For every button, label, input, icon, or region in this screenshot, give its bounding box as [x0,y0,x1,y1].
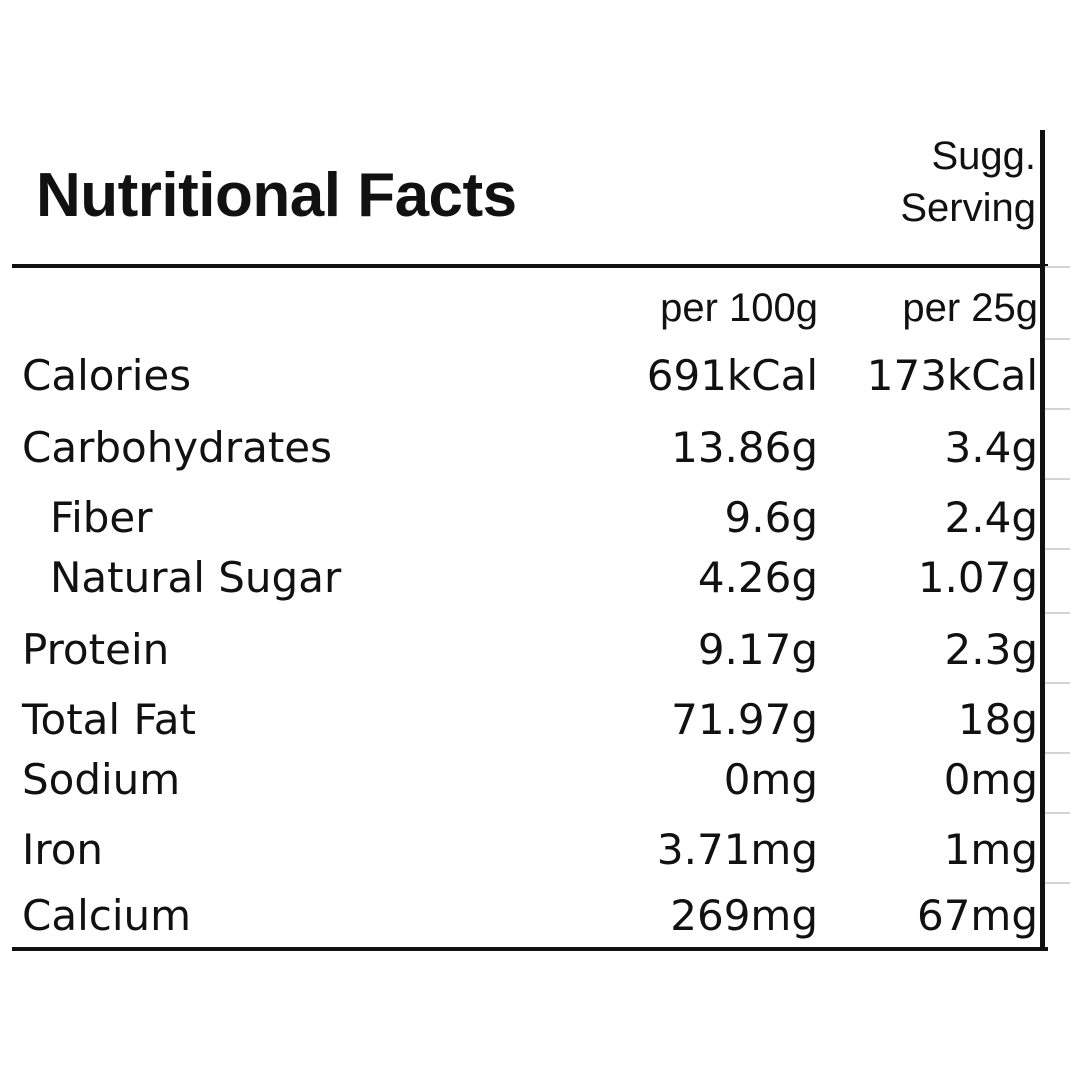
margin-tick [1045,752,1070,754]
value-per-serving: 2.4g [944,493,1038,542]
margin-tick [1045,548,1070,550]
margin-tick [1045,338,1070,340]
value-per-100g: 0mg [723,755,818,804]
nutrient-name: Protein [22,625,170,674]
nutrient-name: Iron [22,825,104,874]
header-line-2: Serving [900,186,1036,230]
value-per-serving: 2.3g [944,625,1038,674]
units-row: per 100g per 25g [0,278,1080,338]
value-per-100g: 71.97g [671,695,818,744]
margin-tick [1045,812,1070,814]
value-per-100g: 3.71mg [656,825,818,874]
value-per-100g: 9.17g [697,625,818,674]
value-per-100g: 9.6g [724,493,818,542]
nutrient-row: Carbohydrates 13.86g 3.4g [0,418,1080,478]
nutrient-row: Fiber 9.6g 2.4g [0,488,1080,548]
nutrient-name: Calories [22,351,192,400]
value-per-serving: 0mg [943,755,1038,804]
nutrient-name: Carbohydrates [22,423,333,472]
value-per-serving: 67mg [916,891,1038,940]
nutrient-row: Calcium 269mg 67mg [0,886,1080,946]
value-per-100g: 269mg [670,891,818,940]
label-title: Nutritional Facts [36,161,517,230]
value-per-serving: 1mg [943,825,1038,874]
value-per-serving: 18g [957,695,1038,744]
value-per-100g: 13.86g [671,423,818,472]
value-per-100g: 4.26g [697,553,818,602]
nutrient-name: Total Fat [22,695,196,744]
margin-tick [1045,682,1070,684]
nutrient-name: Fiber [50,493,153,542]
margin-tick [1045,882,1070,884]
bottom-border [12,947,1048,951]
header-line-1: Sugg. [931,134,1036,178]
margin-tick [1045,266,1070,268]
value-per-serving: 173kCal [866,351,1038,400]
nutrient-name: Natural Sugar [50,553,342,602]
margin-tick [1045,478,1070,480]
margin-tick [1045,612,1070,614]
nutrient-row: Calories 691kCal 173kCal [0,346,1080,406]
margin-tick [1045,408,1070,410]
per-100g-heading: per 100g [660,286,818,330]
value-per-serving: 1.07g [917,553,1038,602]
header-divider [12,264,1048,268]
right-border [1040,130,1045,951]
value-per-serving: 3.4g [944,423,1038,472]
nutrient-row: Protein 9.17g 2.3g [0,620,1080,680]
nutrient-row: Natural Sugar 4.26g 1.07g [0,548,1080,608]
nutrient-name: Sodium [22,755,181,804]
nutrient-row: Total Fat 71.97g 18g [0,690,1080,750]
nutrient-name: Calcium [22,891,192,940]
nutrient-row: Iron 3.71mg 1mg [0,820,1080,880]
suggested-serving-header: Sugg. Serving [776,130,1036,234]
nutrient-row: Sodium 0mg 0mg [0,750,1080,810]
per-serving-heading: per 25g [902,286,1038,330]
value-per-100g: 691kCal [646,351,818,400]
